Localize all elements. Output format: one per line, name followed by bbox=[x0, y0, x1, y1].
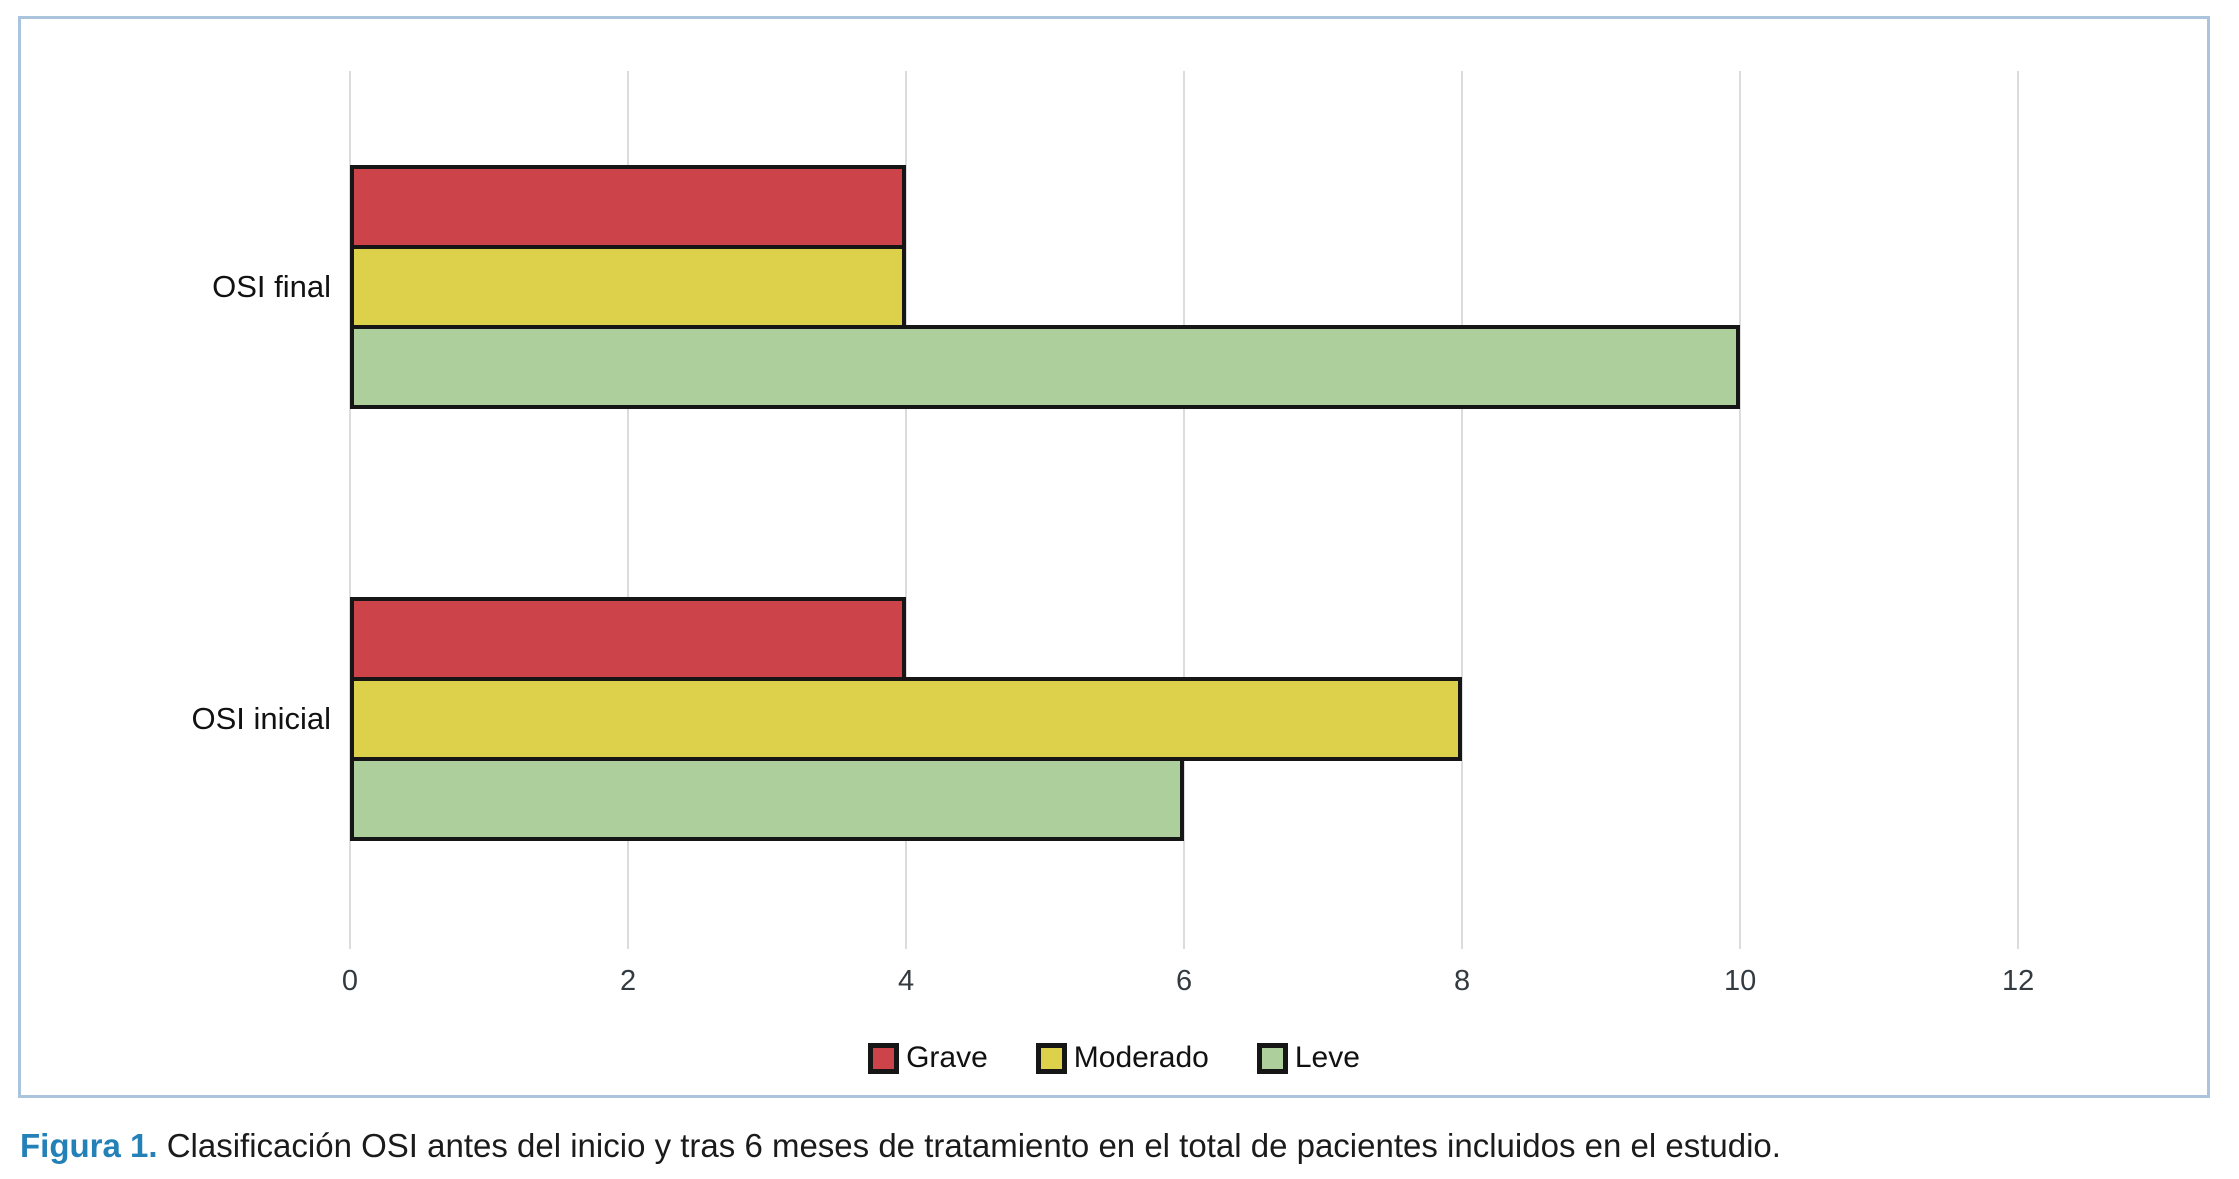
legend-label-leve: Leve bbox=[1294, 1041, 1360, 1074]
legend-swatch-icon-grave bbox=[868, 1042, 900, 1074]
chart-panel: 0 2 4 6 8 10 12 OSI final OSI inicial Grave Moder… bbox=[18, 16, 2210, 1098]
bar-leve-osi-inicial bbox=[350, 757, 1185, 841]
bar-leve-osi-final bbox=[350, 325, 1741, 409]
figure-caption-label: Figura 1. bbox=[20, 1127, 158, 1164]
gridline-x-0 bbox=[349, 71, 351, 949]
bar-moderado-osi-final bbox=[350, 245, 907, 329]
legend-item-grave: Grave bbox=[868, 1041, 988, 1075]
legend-item-moderado: Moderado bbox=[1035, 1041, 1209, 1075]
x-tick-label-0: 0 bbox=[341, 965, 359, 997]
gridline-x-8 bbox=[1461, 71, 1464, 949]
x-tick-label-4: 4 bbox=[897, 965, 915, 997]
gridline-x-10 bbox=[1739, 71, 1742, 949]
bar-grave-osi-inicial bbox=[350, 597, 907, 681]
gridline-x-12 bbox=[2017, 71, 2020, 949]
gridline-x-4 bbox=[905, 71, 908, 949]
x-tick-label-6: 6 bbox=[1176, 965, 1193, 997]
bar-moderado-osi-inicial bbox=[350, 677, 1463, 761]
x-tick-label-12: 12 bbox=[2002, 965, 2035, 997]
x-tick-label-2: 2 bbox=[619, 965, 637, 997]
legend-label-moderado: Moderado bbox=[1073, 1041, 1209, 1074]
legend-swatch-icon-moderado bbox=[1035, 1042, 1067, 1074]
x-tick-label-10: 10 bbox=[1723, 965, 1757, 997]
gridline-x-6 bbox=[1183, 71, 1186, 949]
legend-item-leve: Leve bbox=[1256, 1041, 1360, 1075]
legend-label-grave: Grave bbox=[906, 1041, 988, 1074]
plot-area: 0 2 4 6 8 10 12 OSI final OSI inicial bbox=[191, 71, 2210, 997]
x-tick-label-8: 8 bbox=[1454, 965, 1471, 997]
legend-swatch-icon-leve bbox=[1256, 1042, 1288, 1074]
figure-caption-text: Clasificación OSI antes del inicio y tra… bbox=[166, 1127, 1781, 1164]
category-label-osi-inicial: OSI inicial bbox=[191, 701, 331, 736]
legend: Grave Moderado Leve bbox=[21, 1041, 2207, 1075]
figure-caption: Figura 1. Clasificación OSI antes del in… bbox=[20, 1124, 2220, 1168]
category-label-osi-final: OSI final bbox=[212, 269, 331, 304]
bar-grave-osi-final bbox=[350, 165, 907, 249]
gridline-x-2 bbox=[627, 71, 630, 949]
